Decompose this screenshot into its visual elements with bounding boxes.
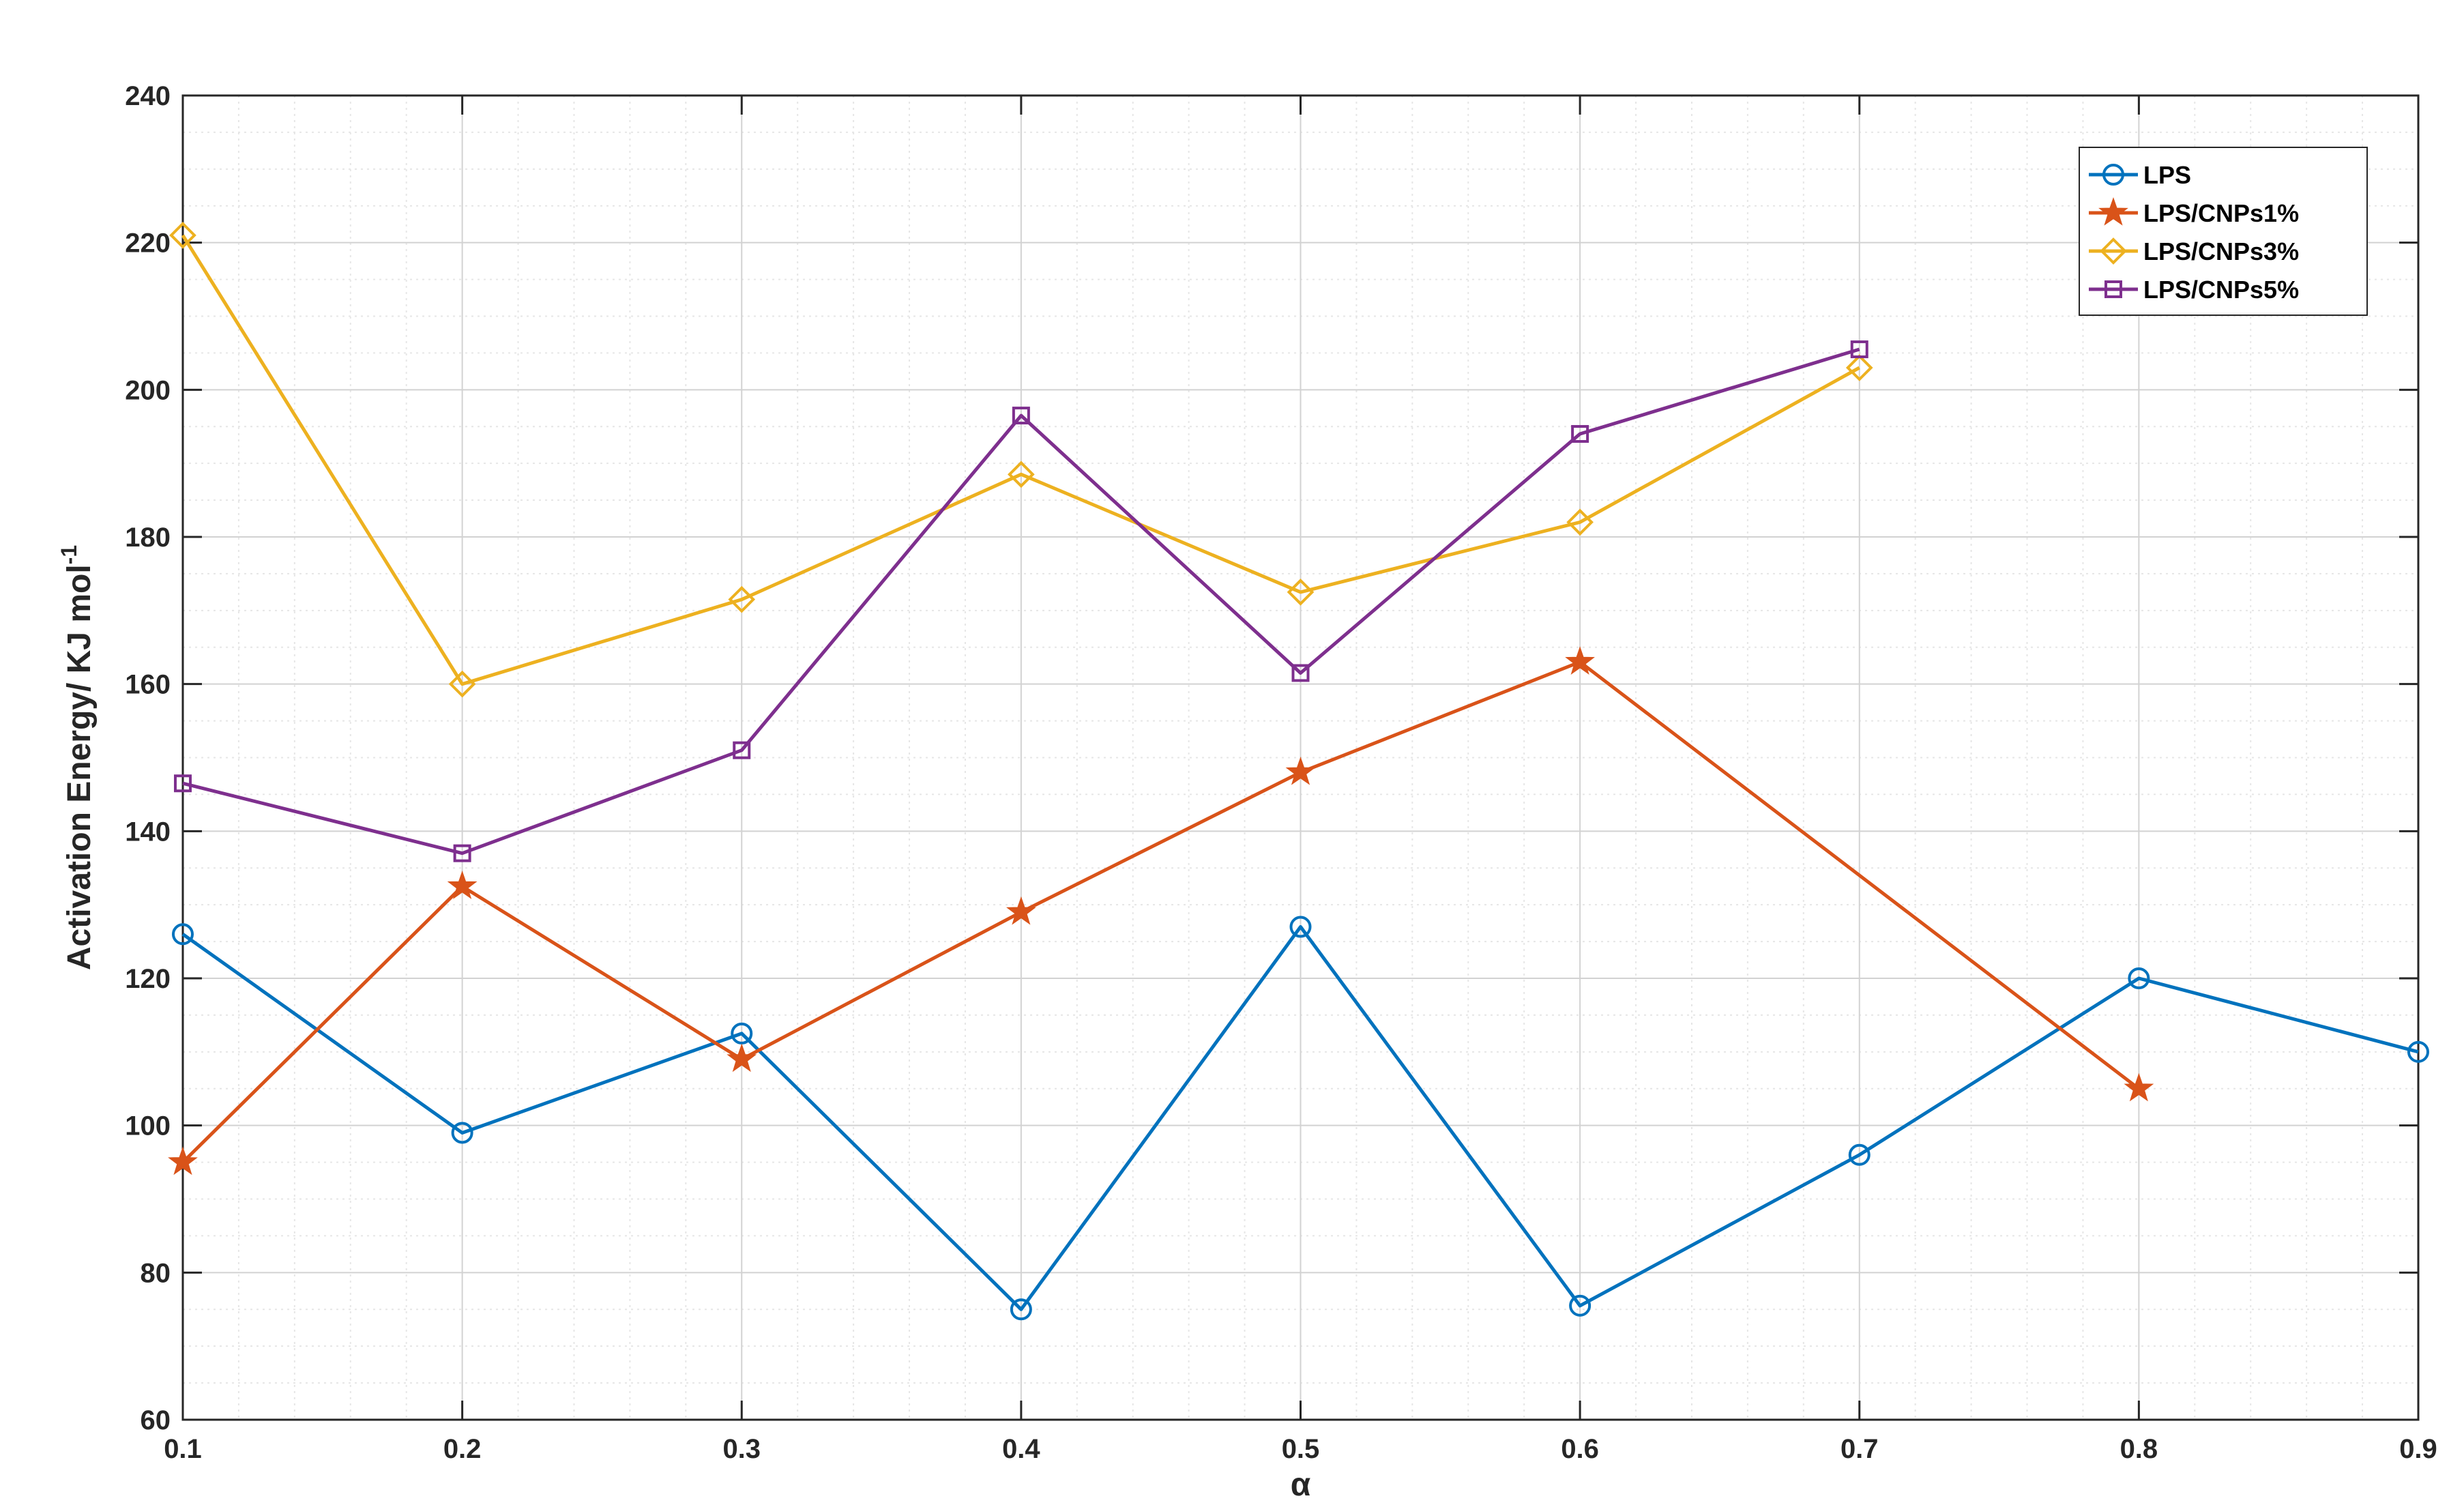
data-point	[733, 741, 751, 759]
legend-entry: LPS/CNPs1%	[2089, 196, 2299, 227]
data-point	[174, 774, 192, 793]
legend-marker	[2104, 280, 2122, 298]
data-point	[453, 844, 471, 862]
series-layer	[168, 222, 2429, 1321]
y-tick-label: 100	[125, 1111, 171, 1141]
x-tick-label: 0.9	[2399, 1434, 2437, 1464]
y-tick-label: 140	[125, 817, 171, 847]
series-line	[182, 347, 1860, 856]
y-axis-title-main: Activation Energy/ KJ mol	[61, 564, 98, 970]
data-point	[1845, 354, 1873, 381]
legend-entry: LPS/CNPs5%	[2089, 276, 2299, 304]
data-point	[1289, 916, 1312, 938]
series-1	[172, 916, 2429, 1321]
legend-entry: LPS	[2089, 161, 2191, 189]
data-point	[1285, 757, 1316, 785]
data-point	[448, 670, 476, 698]
data-point	[1012, 407, 1030, 425]
tick-layer: 0.1 0.2 0.3 0.4 0.5 0.6 0.7 0.8 0.9 60 80 100 120 140…	[125, 81, 2437, 1464]
x-tick-label: 0.2	[443, 1434, 482, 1464]
y-tick-label: 120	[125, 964, 171, 994]
data-point	[1291, 664, 1310, 682]
data-point	[451, 1122, 473, 1144]
data-point	[1006, 896, 1036, 925]
series-line	[181, 234, 1860, 686]
legend-entry: LPS/CNPs3%	[2089, 237, 2299, 265]
x-tick-label: 0.4	[1002, 1434, 1040, 1464]
data-point	[172, 923, 194, 946]
legend-marker	[2098, 196, 2128, 226]
y-tick-label: 240	[125, 81, 171, 111]
data-point	[731, 1022, 753, 1044]
y-tick-label: 80	[141, 1258, 171, 1288]
data-point	[1569, 1294, 1592, 1317]
y-tick-label: 200	[125, 375, 171, 405]
data-point	[447, 871, 478, 899]
x-tick-label: 0.6	[1561, 1434, 1599, 1464]
series-3	[169, 222, 1873, 698]
data-point	[1010, 1298, 1032, 1321]
series-line	[181, 925, 2419, 1311]
legend: LPS LPS/CNPs1% LPS/CNPs3% LPS/CNPs5%	[2079, 147, 2368, 316]
y-tick-label: 60	[141, 1405, 171, 1435]
legend-label: LPS/CNPs1%	[2143, 199, 2299, 227]
data-point	[1850, 340, 1868, 359]
series-4	[174, 340, 1868, 862]
data-point	[169, 222, 196, 249]
y-tick-label: 220	[125, 229, 171, 259]
data-point	[1848, 1143, 1871, 1166]
data-point	[2128, 967, 2150, 989]
data-point	[1571, 425, 1589, 443]
legend-label: LPS	[2143, 161, 2191, 189]
legend-marker	[2102, 164, 2124, 186]
x-tick-label: 0.8	[2120, 1434, 2158, 1464]
data-point	[728, 585, 756, 613]
data-point	[1008, 461, 1035, 488]
x-axis-title: α	[1291, 1467, 1311, 1503]
data-point	[168, 1146, 198, 1175]
legend-label: LPS/CNPs3%	[2143, 237, 2299, 265]
x-tick-label: 0.7	[1840, 1434, 1879, 1464]
data-point	[1566, 508, 1594, 536]
legend-marker	[2100, 237, 2127, 265]
data-point	[1565, 646, 1595, 675]
data-point	[1287, 579, 1315, 606]
legend-label: LPS/CNPs5%	[2143, 276, 2299, 304]
data-point	[2124, 1072, 2154, 1102]
data-point	[727, 1043, 757, 1072]
y-axis-title: Activation Energy/ KJ mol-1	[57, 545, 98, 970]
series-2	[168, 646, 2154, 1175]
x-tick-label: 0.5	[1282, 1434, 1320, 1464]
y-axis-title-superscript: -1	[57, 545, 81, 564]
x-tick-label: 0.1	[164, 1434, 202, 1464]
data-point	[2407, 1040, 2429, 1063]
y-tick-label: 180	[125, 523, 171, 553]
x-tick-label: 0.3	[722, 1434, 761, 1464]
y-tick-label: 160	[125, 670, 171, 700]
